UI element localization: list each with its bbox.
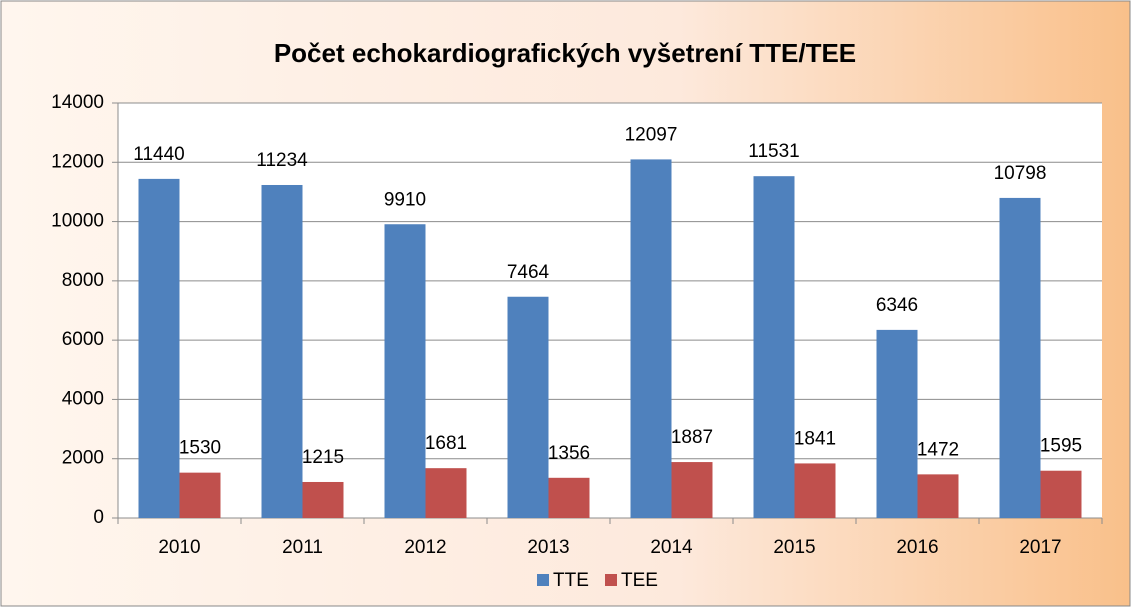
bar	[302, 481, 344, 518]
data-label: 12097	[625, 124, 678, 145]
x-tick-label: 2015	[773, 537, 815, 558]
y-tick-label: 2000	[62, 448, 104, 469]
legend-label: TEE	[621, 570, 658, 591]
data-label: 1887	[671, 427, 713, 448]
x-tick-label: 2011	[282, 537, 323, 558]
data-label: 1681	[425, 433, 467, 454]
legend-swatch	[537, 574, 549, 586]
x-tick-label: 2014	[650, 537, 693, 558]
bar	[671, 462, 713, 518]
data-label: 1841	[794, 428, 836, 449]
data-label: 1215	[302, 447, 344, 468]
y-tick-label: 0	[93, 507, 104, 528]
bar	[1040, 470, 1082, 518]
data-label: 11234	[256, 150, 308, 171]
data-label: 10798	[994, 163, 1047, 184]
legend-swatch	[605, 574, 617, 586]
data-label: 11440	[133, 144, 184, 165]
bar	[548, 477, 590, 518]
bar	[630, 159, 672, 519]
y-tick-label: 14000	[51, 92, 104, 113]
bar	[794, 463, 836, 518]
x-tick-label: 2012	[404, 537, 446, 558]
bar	[999, 197, 1041, 518]
bar	[753, 176, 795, 518]
x-tick-label: 2010	[158, 537, 200, 558]
y-tick-label: 10000	[51, 211, 104, 232]
data-label: 1472	[917, 439, 959, 460]
data-label: 6346	[876, 295, 918, 316]
legend-label: TTE	[553, 570, 589, 591]
y-tick-label: 8000	[62, 270, 104, 291]
y-tick-label: 12000	[51, 151, 104, 172]
data-label: 1595	[1040, 436, 1082, 457]
y-tick-label: 4000	[62, 388, 104, 409]
bar	[507, 296, 549, 518]
data-label: 11531	[748, 141, 799, 162]
bar	[917, 474, 959, 518]
data-label: 1356	[548, 443, 590, 464]
x-tick-label: 2016	[896, 537, 938, 558]
data-label: 1530	[179, 438, 221, 459]
data-label: 9910	[384, 189, 426, 210]
bar	[876, 329, 918, 518]
chart-title: Počet echokardiografických vyšetrení TTE…	[274, 38, 856, 68]
bar	[138, 178, 180, 518]
bar	[425, 468, 467, 518]
y-tick-label: 6000	[62, 329, 104, 350]
bar	[384, 224, 426, 518]
bar	[179, 472, 221, 518]
x-tick-label: 2017	[1019, 537, 1061, 558]
bar	[261, 184, 303, 519]
x-tick-label: 2013	[527, 537, 569, 558]
data-label: 7464	[507, 262, 550, 283]
